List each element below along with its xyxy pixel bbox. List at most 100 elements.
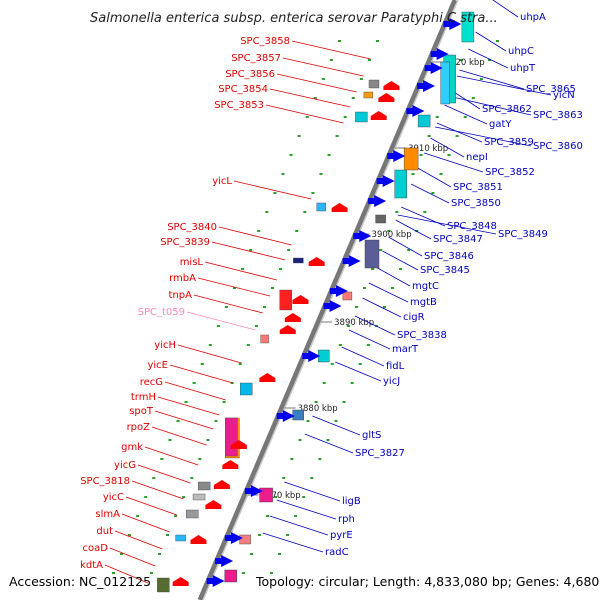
gene-label-left[interactable]: yicG [114,460,136,471]
gene-block[interactable] [363,91,374,99]
gene-label-left[interactable]: SPC_3858 [240,36,290,47]
gene-label-right[interactable]: uhpC [508,46,534,57]
gene-block[interactable] [260,334,269,344]
gene-arrow-forward[interactable] [406,105,425,117]
gene-label-right[interactable]: yicJ [383,376,400,387]
gene-label-left[interactable]: trmH [131,392,156,403]
gene-label-right[interactable]: SPC_3827 [355,448,405,459]
gene-label-right[interactable]: nepI [466,152,488,163]
gene-label-right[interactable]: SPC_3838 [397,330,447,341]
gene-label-right[interactable]: SPC_3849 [498,229,548,240]
gene-label-right[interactable]: SPC_3845 [420,265,470,276]
gene-arrow-forward[interactable] [215,555,234,567]
gene-block[interactable] [440,61,450,105]
gene-block[interactable] [461,11,475,43]
gene-label-right[interactable]: SPC_3852 [485,167,535,178]
gene-arrow-forward[interactable] [424,62,443,74]
gene-block[interactable] [403,147,419,171]
gene-arrow-reverse[interactable] [213,480,230,489]
gene-labels[interactable]: SPC_3858 SPC_3857 SPC_3856 SPC_3854 SPC_3853… [80,12,583,571]
gene-label-left[interactable]: SPC_3853 [214,100,264,111]
gene-block[interactable] [292,409,304,421]
gene-arrow-forward[interactable] [376,175,395,187]
gene-label-left[interactable]: SPC_3839 [160,237,210,248]
gene-arrow-forward[interactable] [224,532,243,544]
gene-label-right[interactable]: uhpT [510,63,536,74]
gene-block[interactable] [364,239,380,269]
gene-block[interactable] [417,114,431,128]
gene-features[interactable] [157,11,475,593]
gene-label-right[interactable]: rph [338,514,355,525]
gene-label-left[interactable]: rpoZ [127,422,151,433]
gene-label-left[interactable]: recG [140,377,163,388]
gene-label-left[interactable]: SPC_3857 [231,53,281,64]
gene-label-left[interactable]: coaD [83,543,109,554]
gene-label-right[interactable]: uhpA [520,12,546,23]
gene-label-left[interactable]: tnpA [169,290,193,301]
gene-label-right[interactable]: fidL [386,361,405,372]
gene-arrow-forward[interactable] [244,485,263,497]
gene-block[interactable] [224,569,237,583]
gene-arrow-reverse[interactable] [383,81,400,90]
gene-block[interactable] [293,257,304,264]
gene-label-left[interactable]: SPC_3854 [218,84,268,95]
gene-block[interactable] [316,202,326,212]
gene-arrow-reverse[interactable] [172,577,189,586]
gene-label-right[interactable]: SPC_3846 [424,251,474,262]
gene-label-left[interactable]: yicL [212,176,232,187]
gene-arrow-reverse[interactable] [378,93,395,102]
gene-label-left[interactable]: yicE [147,360,168,371]
gene-label-right[interactable]: SPC_3860 [533,141,583,152]
gene-block[interactable] [368,79,380,89]
gene-label-right[interactable]: SPC_3848 [447,221,497,232]
gene-block[interactable] [375,214,386,224]
gene-arrow-reverse[interactable] [308,257,325,266]
gene-label-right[interactable]: marT [392,344,419,355]
gene-arrow-reverse[interactable] [222,460,239,469]
gene-block[interactable] [355,111,368,123]
gene-arrow-forward[interactable] [276,410,295,422]
gene-label-right[interactable]: pyrE [330,530,353,541]
gene-label-right[interactable]: SPC_3850 [451,198,501,209]
gene-arrow-forward[interactable] [323,300,342,312]
gene-block[interactable] [342,291,353,301]
gene-label-right[interactable]: SPC_3859 [484,137,534,148]
gene-block[interactable] [240,382,253,396]
gene-arrow-forward[interactable] [329,285,348,297]
gene-arrow-reverse[interactable] [205,500,222,509]
gene-arrow-forward[interactable] [417,80,435,92]
gene-block[interactable] [175,534,186,542]
gene-label-left[interactable]: yicC [103,492,124,503]
gene-arrow-forward[interactable] [302,350,321,362]
gene-arrow-reverse[interactable] [279,325,296,334]
gene-block[interactable] [279,289,292,311]
gene-label-left[interactable]: misL [180,257,204,268]
gene-label-left[interactable]: SPC_t059 [138,307,185,318]
gene-label-right[interactable]: SPC_3847 [433,234,483,245]
gene-arrow-reverse[interactable] [292,295,309,304]
gene-arrow-forward[interactable] [387,150,406,162]
gene-arrow-reverse[interactable] [370,111,387,120]
gene-arrow-reverse[interactable] [190,535,207,544]
gene-label-left[interactable]: gmk [121,442,143,453]
gene-label-right[interactable]: radC [325,547,349,558]
gene-label-left[interactable]: SPC_3840 [167,222,217,233]
gene-block[interactable] [239,534,251,545]
gene-arrow-forward[interactable] [368,195,387,207]
gene-block[interactable] [259,487,273,503]
gene-label-right[interactable]: ligB [342,496,361,507]
gene-label-right[interactable]: mgtC [412,281,439,292]
gene-label-right[interactable]: SPC_3863 [533,110,583,121]
gene-block[interactable] [394,169,407,199]
gene-label-left[interactable]: SPC_3856 [225,69,275,80]
gene-arrow-forward[interactable] [430,48,449,60]
gene-label-left[interactable]: dut [96,526,113,537]
gene-label-right[interactable]: cigR [403,312,425,323]
gene-arrow-forward[interactable] [353,230,372,242]
gene-arrow-reverse[interactable] [284,313,301,322]
gene-arrow-forward[interactable] [342,255,361,267]
gene-label-left[interactable]: slmA [95,509,120,520]
gene-label-right[interactable]: gatY [489,119,512,130]
gene-label-left[interactable]: yicH [154,340,176,351]
gene-block[interactable] [225,417,238,457]
